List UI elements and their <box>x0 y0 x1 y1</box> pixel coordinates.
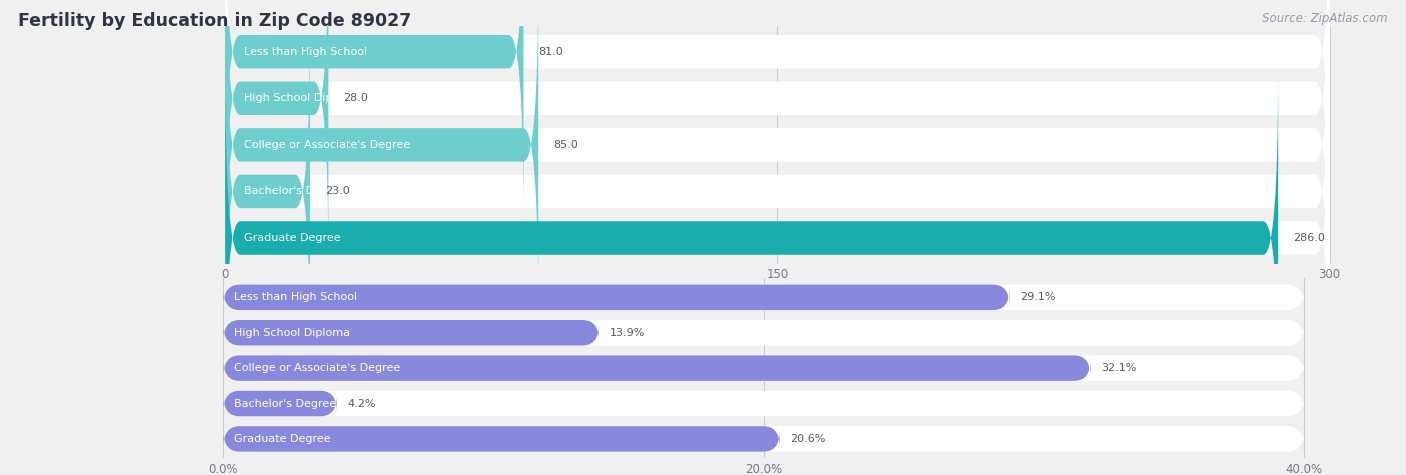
Text: 81.0: 81.0 <box>538 47 562 57</box>
Text: 23.0: 23.0 <box>325 187 350 197</box>
FancyBboxPatch shape <box>225 68 1278 408</box>
Text: 4.2%: 4.2% <box>347 399 375 408</box>
Text: Bachelor's Degree: Bachelor's Degree <box>243 187 346 197</box>
FancyBboxPatch shape <box>224 391 1303 416</box>
Text: High School Diploma: High School Diploma <box>243 93 360 103</box>
Text: Graduate Degree: Graduate Degree <box>235 434 330 444</box>
FancyBboxPatch shape <box>225 0 329 268</box>
FancyBboxPatch shape <box>225 0 1330 314</box>
Text: 20.6%: 20.6% <box>790 434 825 444</box>
Text: Less than High School: Less than High School <box>235 292 357 303</box>
Text: 286.0: 286.0 <box>1294 233 1324 243</box>
Text: High School Diploma: High School Diploma <box>235 328 350 338</box>
FancyBboxPatch shape <box>225 68 1330 408</box>
FancyBboxPatch shape <box>225 22 309 361</box>
Text: Source: ZipAtlas.com: Source: ZipAtlas.com <box>1263 12 1388 25</box>
FancyBboxPatch shape <box>225 0 538 314</box>
Text: 13.9%: 13.9% <box>610 328 645 338</box>
FancyBboxPatch shape <box>224 355 1091 381</box>
FancyBboxPatch shape <box>224 285 1303 310</box>
Text: College or Associate's Degree: College or Associate's Degree <box>243 140 411 150</box>
Text: Fertility by Education in Zip Code 89027: Fertility by Education in Zip Code 89027 <box>18 12 412 30</box>
FancyBboxPatch shape <box>224 285 1010 310</box>
FancyBboxPatch shape <box>224 320 1303 345</box>
FancyBboxPatch shape <box>225 22 1330 361</box>
Text: 29.1%: 29.1% <box>1021 292 1056 303</box>
Text: 85.0: 85.0 <box>553 140 578 150</box>
FancyBboxPatch shape <box>224 426 1303 452</box>
FancyBboxPatch shape <box>225 0 1330 268</box>
Text: College or Associate's Degree: College or Associate's Degree <box>235 363 401 373</box>
Text: Less than High School: Less than High School <box>243 47 367 57</box>
Text: Bachelor's Degree: Bachelor's Degree <box>235 399 336 408</box>
Text: 28.0: 28.0 <box>343 93 368 103</box>
FancyBboxPatch shape <box>224 391 337 416</box>
FancyBboxPatch shape <box>224 426 780 452</box>
FancyBboxPatch shape <box>224 320 599 345</box>
FancyBboxPatch shape <box>225 0 1330 221</box>
FancyBboxPatch shape <box>225 0 523 221</box>
Text: 32.1%: 32.1% <box>1101 363 1136 373</box>
FancyBboxPatch shape <box>224 355 1303 381</box>
Text: Graduate Degree: Graduate Degree <box>243 233 340 243</box>
